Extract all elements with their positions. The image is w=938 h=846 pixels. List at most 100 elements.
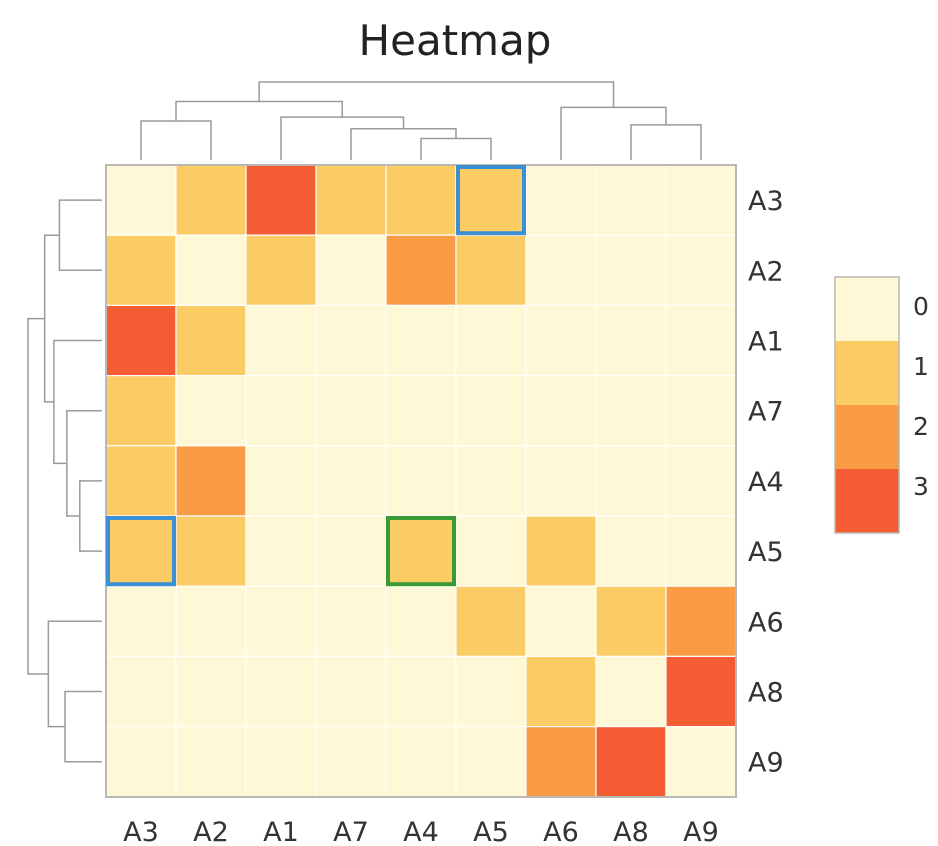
heatmap-cell [595, 725, 667, 798]
heatmap-cell [315, 655, 387, 728]
heatmap-cell [455, 725, 527, 798]
heatmap-cell [665, 445, 737, 517]
row-label: A4 [748, 467, 784, 498]
dendrogram-branch [47, 620, 102, 728]
heatmap-cell [665, 585, 737, 658]
row-label: A8 [748, 678, 784, 709]
column-label: A4 [403, 817, 439, 846]
heatmap-cell [595, 585, 667, 658]
column-label: A8 [613, 817, 649, 846]
dendrogram-branch [175, 100, 343, 121]
heatmap-cell [105, 725, 177, 798]
heatmap-cell [665, 725, 737, 798]
heatmap-cell [315, 375, 387, 447]
heatmap-cell [105, 234, 177, 306]
row-label: A2 [748, 256, 784, 287]
row-label: A6 [748, 607, 784, 638]
heatmap-cell [245, 515, 317, 587]
heatmap-cell [385, 304, 457, 377]
heatmap-cell [525, 445, 597, 517]
heatmap-cell [595, 375, 667, 447]
heatmap-cell [525, 375, 597, 447]
dendrogram-branch [58, 199, 102, 272]
dendrogram-branch [79, 480, 102, 552]
heatmap-cell [385, 164, 457, 236]
heatmap-cell [455, 304, 527, 377]
heatmap-cell [245, 585, 317, 658]
column-label: A9 [683, 817, 719, 846]
heatmap-cell [175, 585, 247, 658]
heatmap-cell [105, 375, 177, 447]
legend-swatch [835, 405, 899, 469]
row-label: A7 [748, 397, 784, 428]
highlight-box [106, 516, 176, 587]
dendrogram-branch [64, 690, 102, 763]
heatmap-cell [245, 375, 317, 447]
highlight-box [386, 516, 456, 587]
heatmap-cell [175, 164, 247, 236]
heatmap-cell [455, 375, 527, 447]
heatmap-cell [455, 445, 527, 517]
heatmap-cell [245, 234, 317, 306]
highlight-box [456, 165, 526, 236]
dendrogram-branch [350, 128, 457, 160]
heatmap-cell [455, 164, 527, 236]
heatmap-cell [175, 234, 247, 306]
heatmap-cell [105, 585, 177, 658]
highlight-boxes [106, 165, 526, 587]
column-labels: A3 A2 A1 A7 A4 A5 A6 A8 A9 [123, 817, 719, 846]
heatmap-cell [175, 445, 247, 517]
legend-frame [834, 276, 900, 534]
heatmap-cell [665, 304, 737, 377]
heatmap-cell [105, 655, 177, 728]
legend-label: 0 [913, 292, 929, 321]
heatmap-cell [595, 234, 667, 306]
column-label: A3 [123, 817, 159, 846]
heatmap-cell [595, 445, 667, 517]
heatmap-cell [525, 515, 597, 587]
dendrogram-branch [43, 234, 60, 403]
heatmap-cell [245, 445, 317, 517]
heatmap-cell [245, 725, 317, 798]
heatmap-cell [455, 655, 527, 728]
column-label: A5 [473, 817, 509, 846]
dendrogram-branch [280, 116, 405, 160]
heatmap-cell [525, 164, 597, 236]
heatmap-cell [385, 585, 457, 658]
heatmap-cell [455, 234, 527, 306]
heatmap-cell [315, 445, 387, 517]
heatmap-cell [385, 655, 457, 728]
heatmap-cell [245, 304, 317, 377]
column-label: A1 [263, 817, 299, 846]
heatmap-cell [315, 515, 387, 587]
heatmap-cell [595, 515, 667, 587]
heatmap-cell [385, 375, 457, 447]
heatmap-cell [385, 515, 457, 587]
heatmap-cell [665, 655, 737, 728]
color-legend: 0 1 2 3 [834, 276, 929, 534]
row-labels: A3 A2 A1 A7 A4 A5 A6 A8 A9 [748, 186, 784, 779]
column-label: A6 [543, 817, 579, 846]
dendrogram-branch [140, 120, 212, 160]
chart-title: Heatmap [359, 16, 552, 65]
heatmap-cell [315, 725, 387, 798]
heatmap-cell [385, 234, 457, 306]
heatmap-cell [105, 304, 177, 377]
row-label: A9 [748, 748, 784, 779]
column-label: A2 [193, 817, 229, 846]
column-dendrogram [140, 81, 702, 160]
heatmap-cell [105, 445, 177, 517]
row-label: A3 [748, 186, 784, 217]
legend-label: 1 [913, 352, 929, 381]
heatmap-cell [525, 725, 597, 798]
heatmap-cell [245, 164, 317, 236]
legend-swatch [835, 469, 899, 533]
heatmap-cell [665, 234, 737, 306]
legend-swatch [835, 277, 899, 341]
heatmap-cell [525, 234, 597, 306]
dendrogram-branch [258, 81, 615, 108]
legend-label: 2 [913, 412, 929, 441]
legend-label: 3 [913, 472, 929, 501]
heatmap-cell [175, 725, 247, 798]
